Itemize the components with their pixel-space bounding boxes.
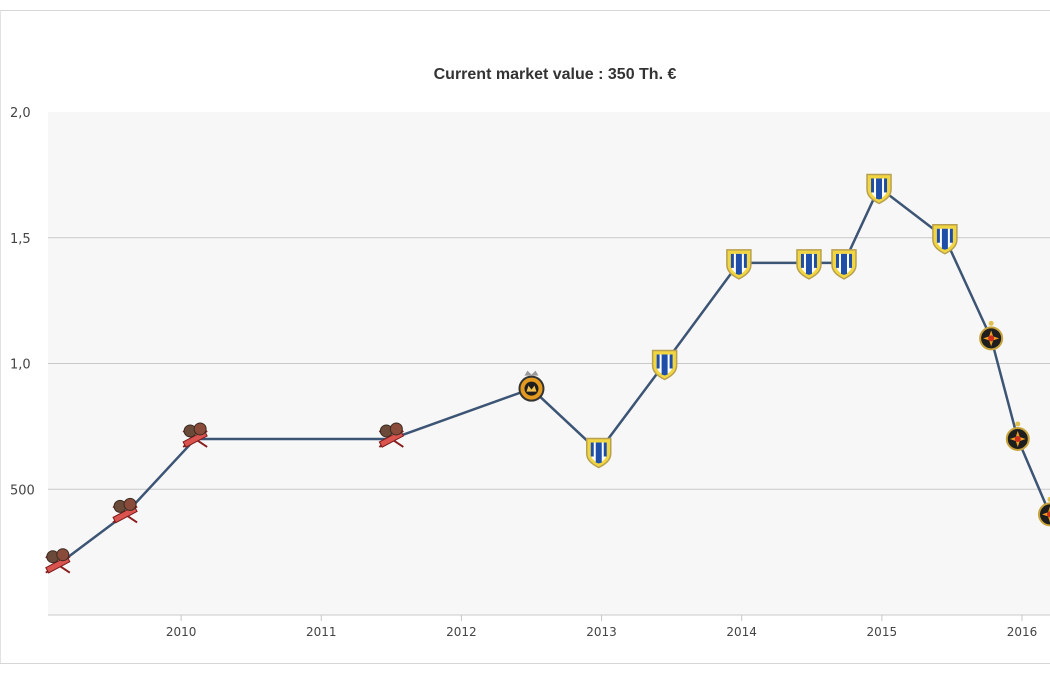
y-tick-label: 500 <box>10 483 35 498</box>
y-axis-ticks: 500 1,0 1,5 2,0 <box>10 106 35 498</box>
data-point-marker[interactable] <box>831 249 857 280</box>
panel-left-border <box>0 10 1 664</box>
x-tick-label: 2011 <box>306 625 337 639</box>
data-point-marker[interactable] <box>182 422 208 448</box>
data-point-marker[interactable] <box>112 497 138 524</box>
y-tick-label: 2,0 <box>10 106 31 121</box>
x-tick-label: 2010 <box>166 625 197 639</box>
data-point-marker[interactable] <box>932 224 958 255</box>
panel-top-border <box>0 10 1050 11</box>
data-point-marker[interactable] <box>378 422 405 448</box>
data-point-marker[interactable] <box>1005 421 1030 451</box>
data-point-marker[interactable] <box>796 249 822 280</box>
x-tick-label: 2013 <box>586 625 617 639</box>
chart-title-text: Current market value : 350 Th. € <box>433 66 677 83</box>
data-point-marker[interactable] <box>979 320 1004 351</box>
data-point-marker[interactable] <box>1038 496 1050 527</box>
grid-lines <box>48 237 1050 490</box>
y-tick-label: 1,5 <box>10 232 31 247</box>
x-tick-label: 2015 <box>867 625 898 639</box>
x-tick-label: 2014 <box>726 625 757 639</box>
data-point-marker[interactable] <box>726 249 752 280</box>
chart-title: Current market value : 350 Th. € <box>0 66 1050 84</box>
data-point-marker[interactable] <box>585 437 612 469</box>
panel-bottom-border <box>0 663 1050 664</box>
x-axis-ticks: 2010 2011 2012 2013 2014 2015 2016 <box>166 615 1037 639</box>
data-point-marker[interactable] <box>866 173 892 205</box>
y-tick-label: 1,0 <box>10 358 31 373</box>
x-tick-label: 2016 <box>1007 625 1038 639</box>
data-point-marker[interactable] <box>651 349 678 381</box>
markers-group <box>45 173 1050 574</box>
data-point-marker[interactable] <box>518 370 545 402</box>
data-point-marker[interactable] <box>45 548 71 574</box>
x-tick-label: 2012 <box>446 625 477 639</box>
